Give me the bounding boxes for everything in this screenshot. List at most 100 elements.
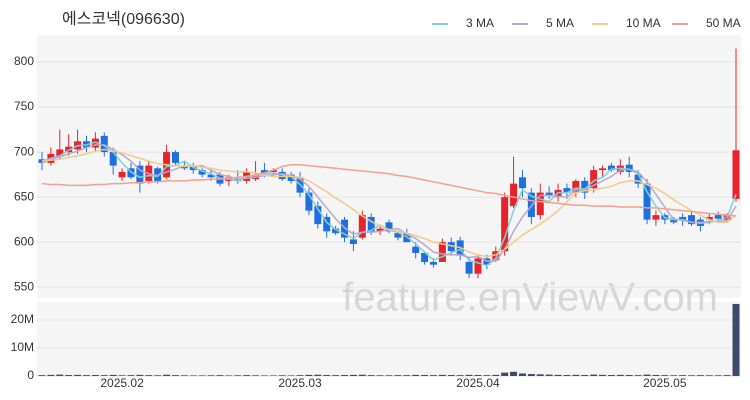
volume-bar [225, 375, 233, 376]
candle-body [652, 215, 660, 220]
volume-bar [616, 374, 624, 376]
candle-body [305, 192, 313, 211]
volume-bar [403, 375, 411, 376]
candle-body [260, 170, 268, 174]
candle-body [634, 174, 642, 184]
candle-body [527, 192, 535, 217]
volume-bar [332, 375, 340, 376]
volume-bar [323, 375, 331, 376]
candle-body [234, 179, 242, 181]
x-tick-label: 2025.05 [643, 376, 687, 390]
volume-bar [278, 375, 286, 376]
candle-body [572, 180, 580, 193]
chart-title: 에스코넥(096630) [62, 10, 185, 28]
candle-body [332, 228, 340, 234]
candle-body [118, 171, 126, 178]
volume-bar [385, 375, 393, 376]
candle-body [287, 174, 295, 181]
y-tick-label: 550 [14, 279, 34, 293]
candle-body [198, 170, 206, 175]
volume-bar [554, 374, 562, 376]
candle-body [545, 192, 553, 196]
volume-bar [394, 375, 402, 376]
candle-body [394, 233, 402, 238]
candle-body [278, 171, 286, 180]
volume-bar [287, 375, 295, 376]
volume-bar [296, 375, 304, 376]
volume-bar [518, 373, 526, 376]
legend-label: 5 MA [546, 16, 574, 30]
candle-body [581, 180, 589, 193]
legend-label: 3 MA [466, 16, 494, 30]
volume-bar [314, 374, 322, 376]
volume-bar [189, 375, 197, 376]
volume-bar [349, 374, 357, 376]
volume-bar [536, 374, 544, 376]
y-tick-label: 650 [14, 189, 34, 203]
volume-bar [590, 374, 598, 376]
volume-bar [82, 375, 90, 376]
volume-bar [216, 375, 224, 376]
volume-bar [456, 375, 464, 376]
candle-body [714, 215, 722, 219]
candle-body [679, 216, 687, 220]
legend-label: 50 MA [706, 16, 741, 30]
candle-body [100, 135, 108, 153]
volume-bar [341, 375, 349, 376]
candle-body [501, 197, 509, 252]
volume-bar [492, 374, 500, 376]
candle-body [56, 149, 64, 157]
volume-bar [661, 375, 669, 376]
candle-body [492, 251, 500, 261]
candle-body [376, 228, 384, 232]
candle-body [421, 252, 429, 262]
volume-bar [705, 375, 713, 376]
volume-bar [625, 375, 633, 376]
volume-bar [634, 375, 642, 376]
volume-bar [154, 375, 162, 376]
candle-body [269, 170, 277, 172]
volume-bar [358, 374, 366, 376]
candle-body [590, 170, 598, 189]
volume-bar [252, 375, 260, 376]
volume-bar [412, 374, 420, 376]
volume-bar [305, 374, 313, 376]
candle-body [385, 222, 393, 232]
volume-bar [243, 375, 251, 376]
candle-body [438, 242, 446, 262]
volume-bar [207, 375, 215, 376]
candle-body [429, 261, 437, 265]
candle-body [474, 258, 482, 274]
volume-bar [145, 375, 153, 376]
candle-body [599, 168, 607, 171]
candle-body [536, 192, 544, 216]
volume-bar [269, 375, 277, 376]
volume-bar [367, 375, 375, 376]
volume-bar [421, 375, 429, 376]
candle-body [563, 188, 571, 193]
candle-body [518, 177, 526, 189]
volume-bar [545, 374, 553, 376]
candle-body [127, 168, 135, 178]
volume-bar [581, 375, 589, 376]
candle-body [171, 152, 179, 163]
volume-bar [501, 372, 509, 376]
candle-body [358, 215, 366, 238]
candle-body [314, 206, 322, 225]
candle-body [65, 146, 73, 153]
volume-bar [100, 375, 108, 376]
candle-body [136, 165, 144, 184]
candle-body [323, 216, 331, 232]
ma-line [41, 148, 737, 258]
candle-body [412, 246, 420, 253]
candle-body [625, 164, 633, 172]
candle-body [189, 166, 197, 171]
volume-bar [91, 375, 99, 376]
volume-bar [38, 375, 46, 376]
volume-bar [714, 375, 722, 376]
volume-bar [127, 375, 135, 376]
ma-line [41, 163, 737, 217]
volume-bar [136, 374, 144, 376]
y-tick-label: 800 [14, 54, 34, 68]
y-tick-label: 600 [14, 234, 34, 248]
